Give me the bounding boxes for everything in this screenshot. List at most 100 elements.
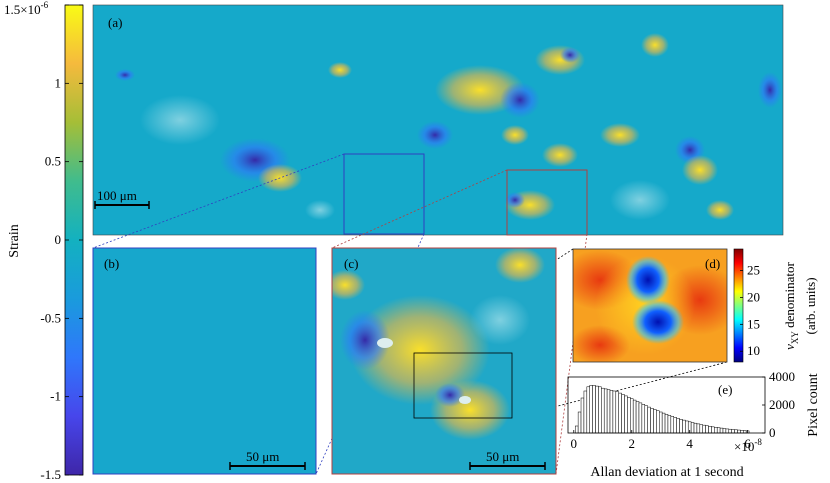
histogram-bar (711, 426, 715, 434)
histogram-bar (641, 404, 646, 434)
histogram-bar (714, 427, 718, 434)
histogram-bar (737, 429, 741, 434)
histogram-bar (647, 406, 651, 434)
histogram-bar (679, 419, 683, 434)
strain-colorbar-tick-label: 0 (55, 232, 62, 247)
strain-colorbar-label: Strain (7, 224, 22, 257)
panel-a-inset-box-b (343, 153, 425, 235)
histogram-y-tick-label: 0 (769, 425, 776, 440)
histogram-bar (618, 392, 622, 434)
strain-colorbar: 1.5×10-6 1 0.5 0 -0.5 -1 -1.5 Strain (4, 0, 84, 482)
strain-colorbar-tick-label: -1.5 (40, 467, 61, 482)
nu-colorbar-tick-label: 10 (747, 343, 760, 358)
histogram-bar (693, 422, 698, 434)
histogram-bar (650, 408, 654, 434)
histogram-bar (670, 416, 674, 434)
histogram-bar (661, 412, 666, 434)
histogram-bar (676, 418, 680, 434)
histogram-bar (731, 429, 735, 434)
histogram-bar (716, 427, 721, 434)
histogram-bar (664, 413, 669, 434)
strain-colorbar-tick-label: -0.5 (40, 310, 61, 325)
strain-colorbar-tick-label: 1.5×10-6 (4, 0, 49, 17)
nu-colorbar-tick-label: 25 (747, 263, 760, 278)
histogram-bar (601, 387, 605, 434)
histogram-bar (630, 398, 634, 434)
histogram-bar (606, 389, 611, 434)
histogram-bar (627, 397, 631, 434)
histogram-bar (696, 423, 701, 434)
histogram-bar (708, 426, 712, 434)
histogram-bar (595, 385, 599, 434)
histogram-bar (586, 386, 590, 434)
histogram-x-tick-label: 2 (628, 436, 635, 451)
panel-d-label: (d) (705, 256, 720, 271)
histogram-bar (644, 405, 648, 434)
histogram-bar (638, 402, 643, 434)
histogram-bar (722, 428, 727, 434)
histogram-bar (574, 425, 579, 434)
panel-e: (e) 0 2 4 6 0 2000 4000 ×10-8 Allan deviation… (567, 369, 821, 480)
panel-c-scalebar-label: 50 μm (486, 449, 519, 464)
histogram-bar (615, 391, 619, 434)
panel-c-label: (c) (344, 256, 358, 271)
panel-a: (a) 100 μm (92, 4, 784, 236)
histogram-y-tick-label: 4000 (769, 369, 795, 384)
panel-b-scalebar-label: 50 μm (246, 449, 279, 464)
histogram-bar (609, 390, 614, 434)
histogram-bar (667, 415, 672, 434)
histogram-bar (653, 409, 657, 434)
strain-colorbar-tick-label: -1 (50, 389, 61, 404)
histogram-bar (589, 385, 593, 434)
histogram-bar (577, 411, 582, 434)
histogram-bar (621, 394, 625, 434)
histogram-bar (635, 401, 640, 434)
histogram-bar (603, 388, 608, 434)
histogram-bar (673, 417, 677, 434)
histogram-bar (734, 429, 738, 434)
panel-c-inset-box-d (413, 352, 513, 419)
nu-colorbar-ticks: 25 20 15 10 (740, 263, 760, 358)
histogram-bar (598, 386, 602, 434)
nu-colorbar-units: (arb. units) (803, 277, 818, 334)
nu-colorbar-tick-label: 20 (747, 289, 760, 304)
histogram-bar (632, 399, 637, 434)
histogram-bar (702, 424, 706, 434)
panel-a-label: (a) (108, 15, 122, 30)
nu-colorbar-gradient (733, 248, 744, 363)
panel-b: (b) 50 μm (92, 247, 317, 475)
histogram-bar (705, 425, 709, 434)
histogram-bar (592, 385, 596, 434)
histogram-bar (728, 428, 732, 434)
histogram-bar (719, 427, 724, 434)
panel-a-inset-box-c (506, 169, 588, 236)
histogram-bar (725, 428, 730, 434)
histogram-bar (699, 424, 703, 434)
histogram-bar (583, 390, 588, 434)
histogram-bar (682, 419, 686, 434)
histogram-x-tick-label: 6 (744, 436, 751, 451)
panel-d: (d) 25 20 15 10 νXY denominator (arb. units… (572, 248, 818, 363)
histogram-bar (685, 420, 689, 434)
histogram-bar (580, 397, 585, 434)
strain-colorbar-tick-label: 1 (55, 75, 62, 90)
panel-c: (c) 50 μm (331, 247, 557, 475)
histogram-bar (656, 410, 660, 434)
histogram-bar (690, 422, 695, 434)
histogram-y-ticks: 0 2000 4000 (762, 369, 795, 440)
histogram-bar (624, 395, 628, 434)
nu-colorbar-tick-label: 15 (747, 316, 760, 331)
panel-e-label: (e) (718, 382, 732, 397)
panel-a-scalebar-label: 100 μm (97, 188, 137, 203)
histogram-bar (612, 390, 617, 434)
histogram-bar (659, 411, 663, 434)
nu-colorbar-label: νXY denominator (782, 261, 800, 349)
histogram-x-tick-label: 4 (686, 436, 693, 451)
histogram-x-tick-label: 0 (571, 436, 578, 451)
histogram-x-ticks: 0 2 4 6 (571, 430, 751, 451)
panel-b-label: (b) (104, 256, 119, 271)
strain-colorbar-tick-label: 0.5 (45, 154, 61, 169)
histogram-ylabel: Pixel count (806, 373, 821, 436)
strain-colorbar-ticks: 1.5×10-6 1 0.5 0 -0.5 -1 -1.5 (4, 0, 83, 482)
